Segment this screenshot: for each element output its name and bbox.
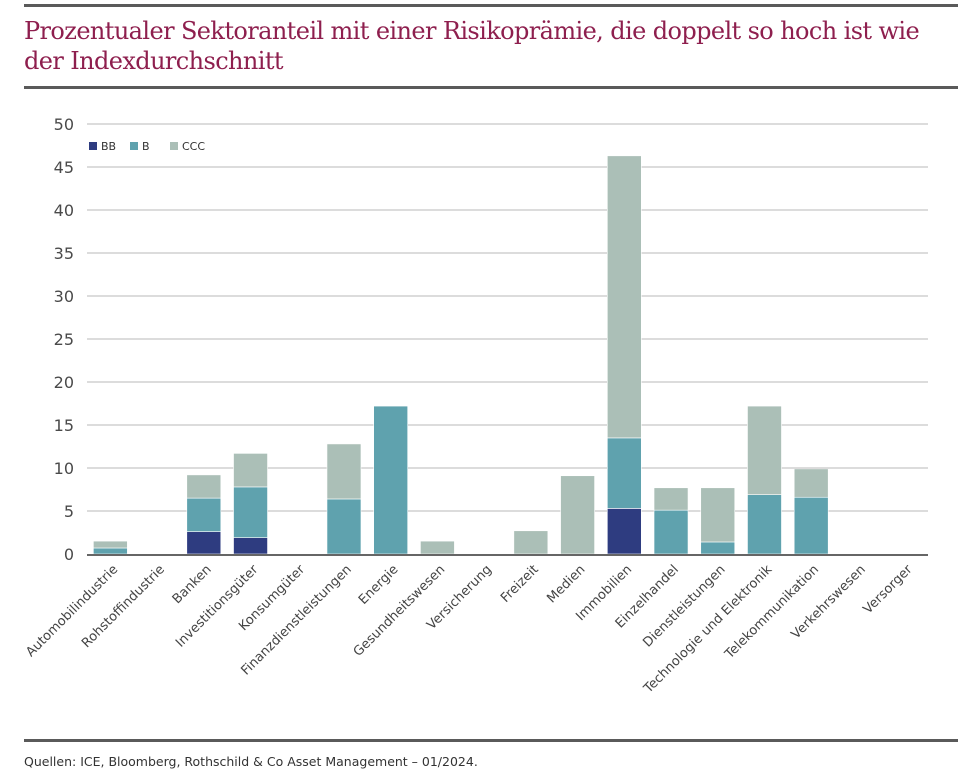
y-tick-label: 35 (54, 244, 74, 263)
top-rule (24, 4, 958, 7)
source-note: Quellen: ICE, Bloomberg, Rothschild & Co… (24, 754, 478, 769)
bar-segment-ccc (513, 530, 549, 555)
bar-segment-ccc (747, 405, 782, 495)
bar-segment-bb (186, 531, 222, 555)
legend-swatch-ccc (170, 142, 178, 150)
x-tick-label: Banken (170, 562, 215, 607)
bar-segment-b (373, 405, 408, 555)
y-tick-label: 5 (64, 502, 74, 521)
y-tick-label: 50 (54, 115, 74, 134)
bar-segment-ccc (560, 475, 595, 555)
bar-segment-ccc (653, 487, 689, 511)
y-tick-label: 45 (54, 158, 74, 177)
legend-swatch-bb (89, 142, 97, 150)
x-tick-label: Dienstleistungen (640, 562, 728, 650)
bar-segment-bb (233, 537, 268, 555)
legend: BB B CCC (89, 140, 205, 153)
bar-segment-b (700, 541, 736, 555)
y-tick-label: 30 (54, 287, 74, 306)
gridlines (87, 123, 928, 512)
bar-segment-ccc (420, 540, 455, 555)
bar-segment-ccc (793, 468, 829, 498)
legend-label-ccc: CCC (182, 140, 205, 153)
y-tick-label: 10 (54, 459, 74, 478)
y-tick-label: 20 (54, 373, 74, 392)
x-tick-label: Medien (544, 562, 588, 606)
bar-segment-ccc (186, 474, 222, 499)
bar-segment-b (326, 498, 362, 555)
bar-segment-b (186, 497, 222, 532)
bar-segment-b (793, 496, 829, 555)
bar-segment-ccc (233, 453, 268, 488)
y-axis-ticks: 0 5 10 15 20 25 30 35 40 45 50 (54, 115, 74, 564)
bar-segment-b (233, 486, 268, 538)
legend-swatch-b (130, 142, 138, 150)
title-rule (24, 86, 958, 89)
footer-rule (24, 739, 958, 742)
legend-label-b: B (142, 140, 150, 153)
bar-segment-ccc (700, 487, 736, 543)
x-tick-label: Versorger (861, 562, 916, 617)
y-tick-label: 25 (54, 330, 74, 349)
x-tick-label: Rohstoffindustrie (79, 562, 168, 651)
y-tick-label: 40 (54, 201, 74, 220)
bar-segment-bb (607, 508, 642, 555)
bars (93, 155, 829, 555)
y-tick-label: 0 (64, 545, 74, 564)
stacked-bar-chart: 0 5 10 15 20 25 30 35 40 45 50 AutomobilindustrieR… (23, 115, 928, 697)
bar-segment-ccc (326, 443, 362, 500)
x-tick-label: Freizeit (498, 562, 542, 606)
x-tick-label: Investitionsgüter (173, 562, 262, 651)
bar-segment-b (93, 547, 128, 555)
bar-segment-b (653, 509, 689, 555)
x-tick-label: Automobilindustrie (23, 562, 121, 660)
bar-segment-b (747, 494, 782, 555)
x-tick-label: Energie (356, 562, 402, 608)
legend-label-bb: BB (101, 140, 116, 153)
bar-segment-b (607, 437, 642, 509)
bar-segment-ccc (93, 540, 128, 549)
y-tick-label: 15 (54, 416, 74, 435)
chart-title: Prozentualer Sektoranteil mit einer Risi… (24, 17, 920, 75)
bar-segment-ccc (607, 155, 642, 439)
x-tick-label: Gesundheitswesen (351, 562, 449, 660)
